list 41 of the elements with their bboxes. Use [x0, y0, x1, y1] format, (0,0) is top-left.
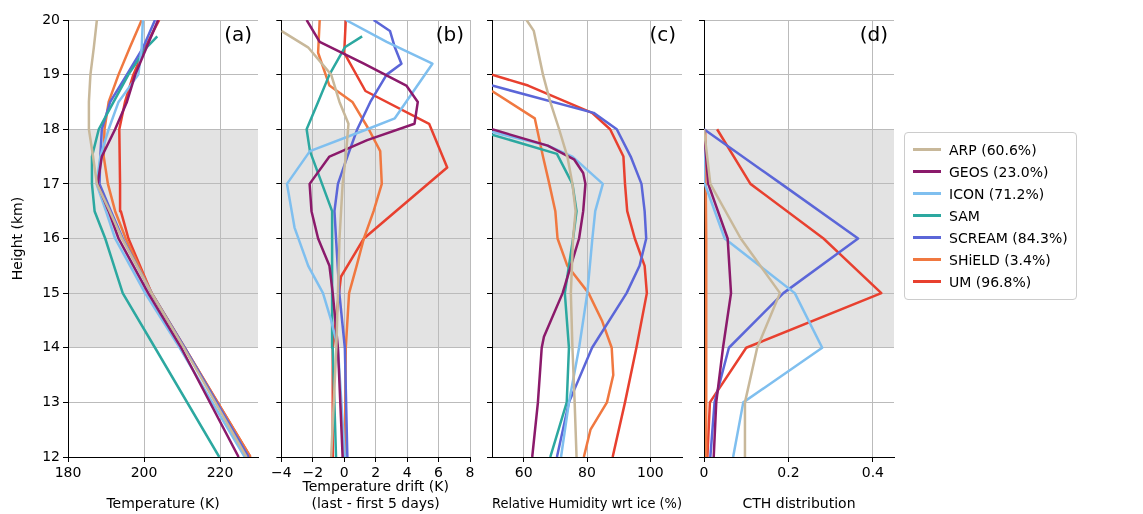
- y-tick-label: 16: [42, 229, 61, 246]
- y-tick-label: 13: [42, 393, 60, 410]
- x-tick-label: 60: [514, 464, 533, 481]
- x-tick-label: 4: [402, 464, 412, 481]
- annotation: (d): [859, 22, 888, 47]
- legend-label: ICON (71.2%): [949, 185, 1045, 202]
- legend-label: SHiELD (3.4%): [949, 251, 1051, 268]
- legend-label: SCREAM (84.3%): [949, 229, 1068, 246]
- y-tick-label: 15: [42, 283, 60, 300]
- y-tick-label: 20: [42, 10, 60, 27]
- y-tick-label: 12: [42, 447, 60, 464]
- annotation: (c): [649, 22, 676, 47]
- x-tick-label: 200: [130, 464, 158, 481]
- x-tick-label: 0.4: [861, 464, 885, 481]
- x-axis-title: Relative Humidity wrt ice (%): [492, 494, 682, 512]
- x-axis-title: CTH distribution: [742, 495, 856, 512]
- x-tick-label: 220: [206, 464, 234, 481]
- x-tick-label: 180: [54, 464, 82, 481]
- y-axis-title: Height (km): [9, 196, 26, 281]
- legend-label: SAM: [949, 207, 980, 224]
- y-tick-label: 14: [42, 338, 61, 355]
- x-tick-label: 100: [636, 464, 664, 481]
- legend-label: GEOS (23.0%): [949, 163, 1049, 180]
- annotation: (a): [224, 22, 252, 47]
- x-axis-title: Temperature (K): [105, 495, 220, 512]
- x-tick-label: 0: [699, 464, 709, 481]
- y-tick-label: 19: [42, 65, 60, 82]
- y-tick-label: 17: [42, 174, 60, 191]
- x-tick-label: 80: [578, 464, 596, 481]
- x-tick-label: −4: [271, 464, 292, 481]
- x-axis-title: Temperature drift (K) (last - first 5 days): [301, 478, 449, 512]
- annotation: (b): [435, 22, 464, 47]
- legend-label: UM (96.8%): [949, 273, 1032, 290]
- x-tick-label: 8: [465, 464, 475, 481]
- y-tick-label: 18: [42, 119, 60, 136]
- x-tick-label: 0: [339, 464, 349, 481]
- x-tick-label: 6: [434, 464, 444, 481]
- x-tick-label: 2: [371, 464, 381, 481]
- x-tick-label: 0.2: [777, 464, 800, 481]
- x-tick-label: −2: [302, 464, 324, 481]
- legend-label: ARP (60.6%): [949, 141, 1037, 158]
